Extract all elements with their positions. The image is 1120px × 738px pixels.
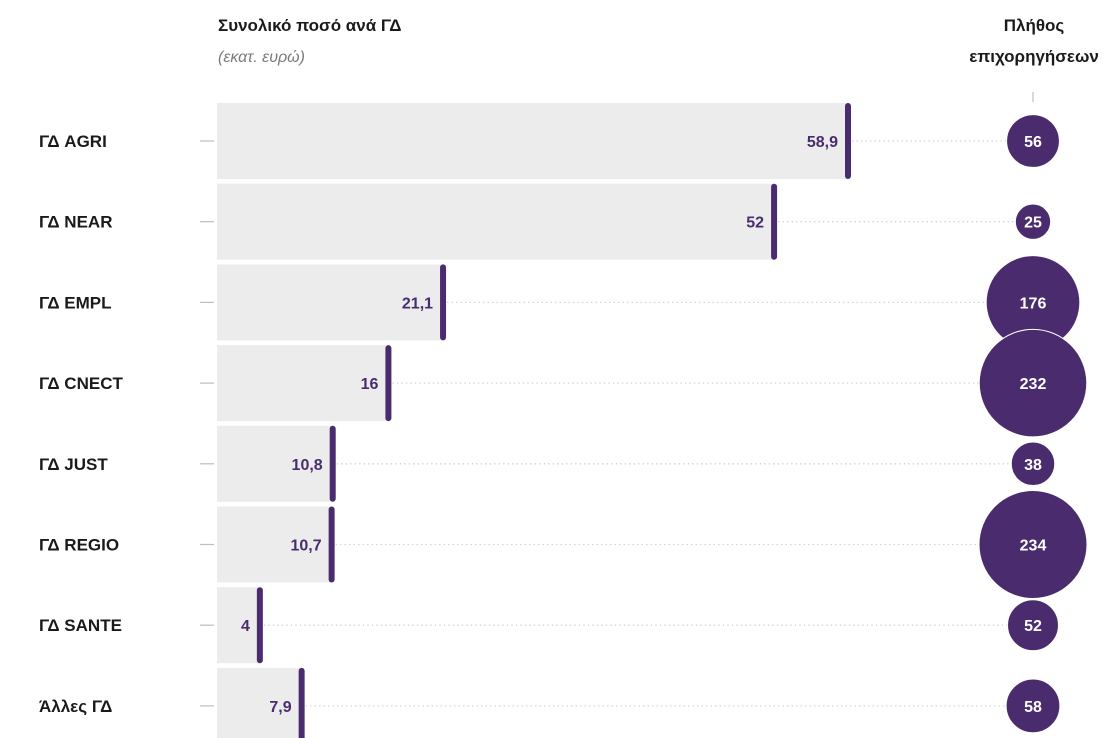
count-bubble-row-2 — [1014, 203, 1052, 240]
category-label-row-7: ΓΔ SANTE — [39, 616, 122, 635]
bar-end-marker-row-3 — [440, 264, 447, 341]
count-label-row-4: 232 — [1020, 376, 1047, 393]
count-label-row-5: 38 — [1024, 457, 1042, 474]
count-bubble-row-8 — [1005, 678, 1061, 734]
chart-title: Συνολικό ποσό ανά ΓΔ — [218, 16, 401, 35]
amount-bar-row-7 — [217, 587, 260, 664]
amount-bar-row-1 — [217, 103, 848, 179]
bubble-title-line-1: Πλήθος — [1004, 16, 1065, 35]
bubble-title-line-2: επιχορηγήσεων — [969, 47, 1099, 66]
amount-bar-row-8 — [217, 667, 302, 738]
amount-label-row-8: 7,9 — [269, 699, 291, 716]
amount-bar-row-3 — [217, 264, 444, 341]
category-label-row-1: ΓΔ AGRI — [39, 132, 107, 151]
chart-subtitle: (εκατ. ευρώ) — [218, 49, 305, 66]
amount-label-row-7: 4 — [241, 618, 250, 635]
category-label-row-4: ΓΔ CNECT — [39, 374, 123, 393]
count-label-row-2: 25 — [1024, 215, 1042, 232]
count-bubble-row-4 — [978, 328, 1088, 438]
bar-end-marker-row-2 — [771, 183, 778, 260]
bar-end-marker-row-6 — [328, 506, 335, 583]
amount-label-row-6: 10,7 — [290, 538, 321, 555]
count-label-row-3: 176 — [1020, 295, 1047, 312]
count-label-row-6: 234 — [1020, 538, 1047, 555]
amount-bar-row-5 — [217, 425, 333, 502]
amount-bar-row-2 — [217, 183, 775, 260]
amount-label-row-2: 52 — [746, 215, 764, 232]
amount-bar-row-4 — [217, 345, 389, 422]
count-label-row-1: 56 — [1024, 134, 1042, 151]
amount-label-row-3: 21,1 — [402, 295, 433, 312]
count-label-row-8: 58 — [1024, 699, 1042, 716]
bar-end-marker-row-7 — [256, 587, 263, 664]
count-bubble-row-7 — [1007, 599, 1059, 652]
chart-rows: ΓΔ AGRI 58,9 56 ΓΔ NEAR 52 25 ΓΔ EMPL 21,1 176 ΓΔ… — [39, 103, 1088, 738]
amount-label-row-5: 10,8 — [292, 457, 323, 474]
amount-bar-row-6 — [217, 506, 332, 583]
category-label-row-6: ΓΔ REGIO — [39, 536, 119, 555]
count-bubble-row-1 — [1006, 114, 1060, 168]
category-label-row-5: ΓΔ JUST — [39, 455, 108, 474]
count-label-row-7: 52 — [1024, 618, 1042, 635]
category-label-row-8: Άλλες ΓΔ — [39, 697, 112, 716]
bar-end-marker-row-1 — [845, 103, 851, 179]
category-label-row-2: ΓΔ NEAR — [39, 213, 112, 232]
count-bubble-row-6 — [978, 490, 1088, 599]
category-label-row-3: ΓΔ EMPL — [39, 293, 112, 312]
bar-end-marker-row-8 — [298, 667, 305, 738]
count-bubble-row-5 — [1010, 441, 1056, 487]
amount-label-row-4: 16 — [361, 376, 379, 393]
amount-label-row-1: 58,9 — [807, 134, 838, 151]
bar-end-marker-row-4 — [385, 345, 392, 422]
bar-end-marker-row-5 — [329, 425, 336, 502]
